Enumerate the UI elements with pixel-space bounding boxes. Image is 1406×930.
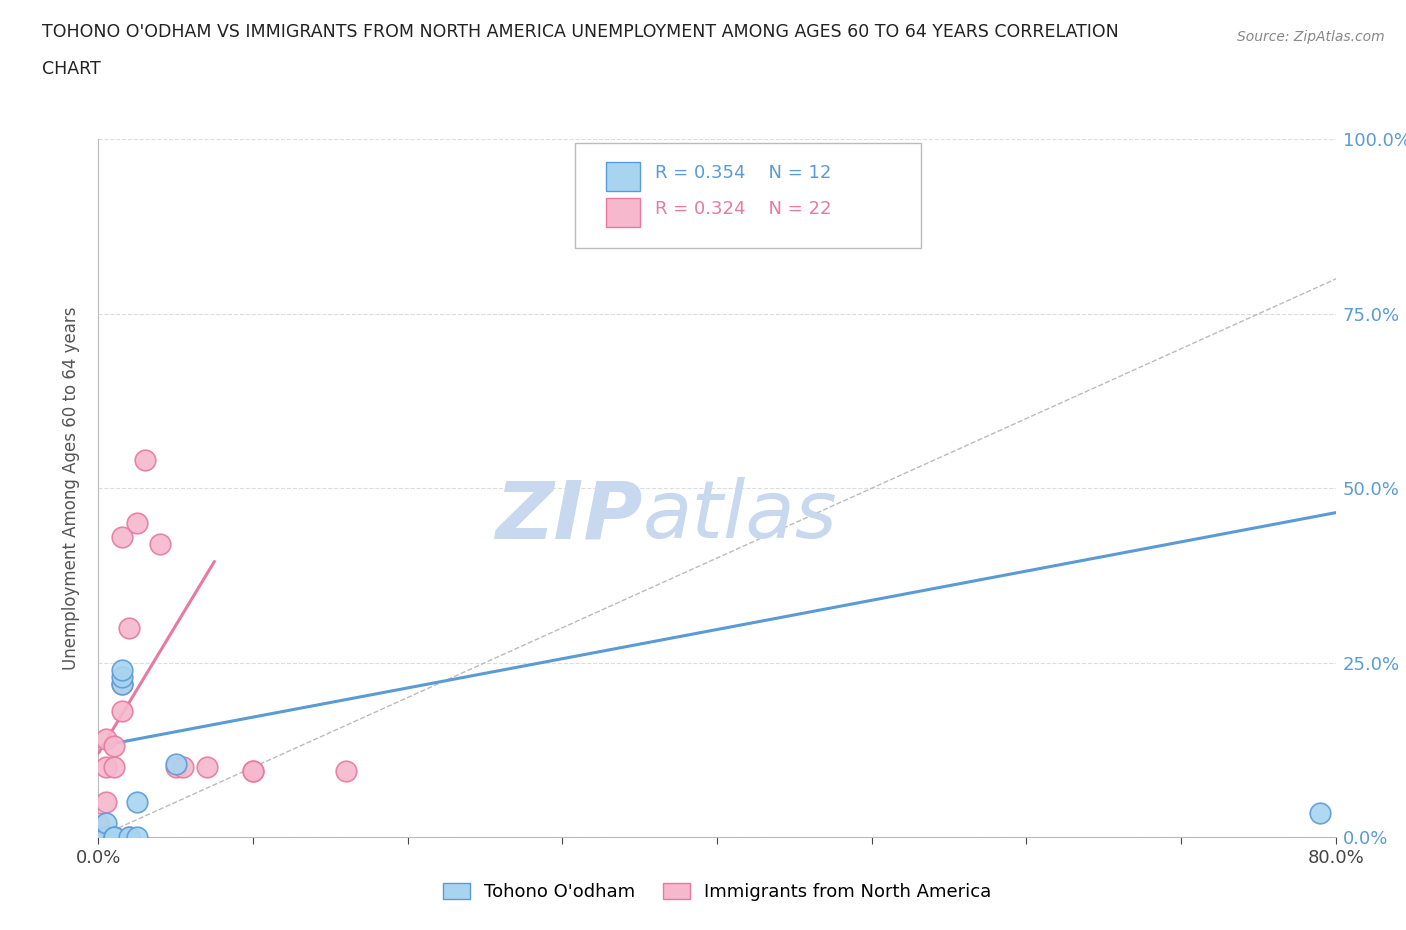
Text: TOHONO O'ODHAM VS IMMIGRANTS FROM NORTH AMERICA UNEMPLOYMENT AMONG AGES 60 TO 64: TOHONO O'ODHAM VS IMMIGRANTS FROM NORTH … <box>42 23 1119 41</box>
Point <box>173 760 195 775</box>
Text: R = 0.324    N = 22: R = 0.324 N = 22 <box>655 200 832 219</box>
Point <box>96 794 118 809</box>
Point <box>118 830 141 844</box>
Point <box>111 676 134 691</box>
Point <box>111 670 134 684</box>
Point <box>111 530 134 545</box>
Text: Source: ZipAtlas.com: Source: ZipAtlas.com <box>1237 30 1385 44</box>
Text: atlas: atlas <box>643 477 838 555</box>
Point <box>127 830 149 844</box>
Point <box>96 760 118 775</box>
Point <box>134 453 156 468</box>
Point <box>242 764 264 778</box>
Point <box>103 760 125 775</box>
Point <box>149 537 172 551</box>
Point <box>111 676 134 691</box>
Point <box>96 732 118 747</box>
Point <box>87 816 110 830</box>
Y-axis label: Unemployment Among Ages 60 to 64 years: Unemployment Among Ages 60 to 64 years <box>62 307 80 670</box>
Point <box>165 760 187 775</box>
Point <box>103 830 125 844</box>
Point <box>103 830 125 844</box>
Point <box>103 738 125 753</box>
Point <box>242 764 264 778</box>
Legend: Tohono O'odham, Immigrants from North America: Tohono O'odham, Immigrants from North Am… <box>436 875 998 909</box>
Point <box>118 620 141 635</box>
Bar <box>606 162 640 192</box>
Point <box>118 830 141 844</box>
Point <box>335 764 357 778</box>
Point <box>96 816 118 830</box>
FancyBboxPatch shape <box>575 143 921 247</box>
Point <box>96 830 118 844</box>
Point <box>103 830 125 844</box>
Point <box>111 704 134 719</box>
Point <box>127 515 149 530</box>
Point <box>165 756 187 771</box>
Text: R = 0.354    N = 12: R = 0.354 N = 12 <box>655 164 831 182</box>
Point <box>1309 805 1331 820</box>
Point <box>111 662 134 677</box>
Point <box>127 794 149 809</box>
Text: ZIP: ZIP <box>495 477 643 555</box>
Point <box>87 830 110 844</box>
Bar <box>606 198 640 228</box>
Text: CHART: CHART <box>42 60 101 78</box>
Point <box>195 760 218 775</box>
